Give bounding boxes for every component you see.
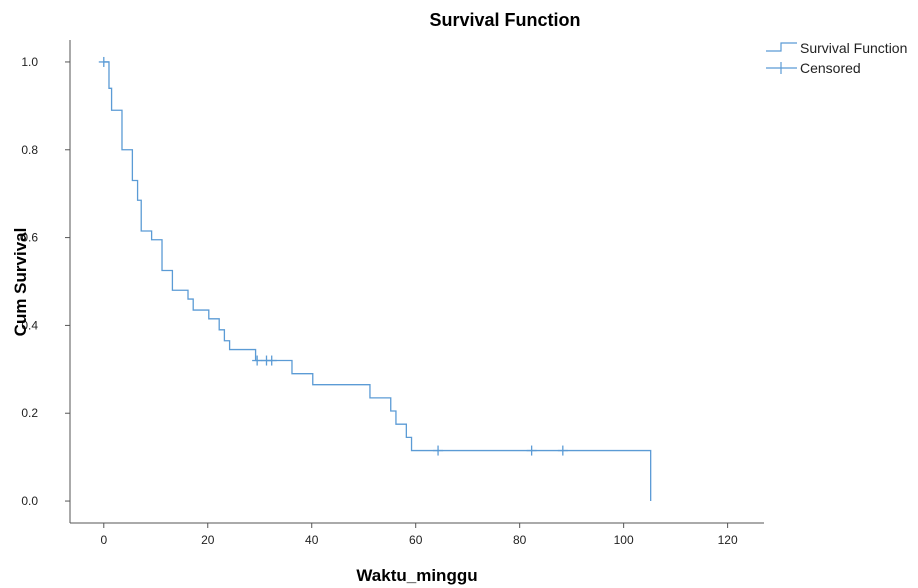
y-tick-label: 1.0 xyxy=(21,55,38,69)
y-tick-label: 0.8 xyxy=(21,143,38,157)
x-tick-label: 100 xyxy=(614,533,634,547)
legend-censored-label: Censored xyxy=(800,60,861,76)
x-tick-label: 0 xyxy=(100,533,107,547)
legend-survival-label: Survival Function xyxy=(800,40,907,56)
y-tick-label: 0.4 xyxy=(21,318,38,332)
survival-function-line xyxy=(103,61,652,502)
x-tick-label: 20 xyxy=(201,533,215,547)
censored-marker xyxy=(526,445,537,456)
x-tick-label: 120 xyxy=(718,533,738,547)
censored-marker xyxy=(433,445,444,456)
x-tick-label: 60 xyxy=(409,533,423,547)
x-tick-label: 40 xyxy=(305,533,319,547)
censored-marker xyxy=(266,355,277,366)
y-tick-label: 0.2 xyxy=(21,406,38,420)
x-tick-label: 80 xyxy=(513,533,527,547)
y-tick-label: 0.6 xyxy=(21,231,38,245)
censored-marker xyxy=(557,445,568,456)
legend: Survival Function Censored xyxy=(766,40,907,76)
y-axis-ticks: 0.0 0.2 0.4 0.6 0.8 1.0 xyxy=(21,55,70,508)
y-tick-label: 0.0 xyxy=(21,494,38,508)
plot-area xyxy=(98,56,652,502)
y-axis-label: Cum Survival xyxy=(11,228,30,337)
censored-marker xyxy=(98,56,109,67)
x-axis-ticks: 0 20 40 60 80 100 120 xyxy=(100,523,738,547)
censored-marker xyxy=(252,355,263,366)
legend-survival-symbol xyxy=(766,42,797,52)
chart-title: Survival Function xyxy=(429,10,580,30)
x-axis-label: Waktu_minggu xyxy=(356,566,477,585)
